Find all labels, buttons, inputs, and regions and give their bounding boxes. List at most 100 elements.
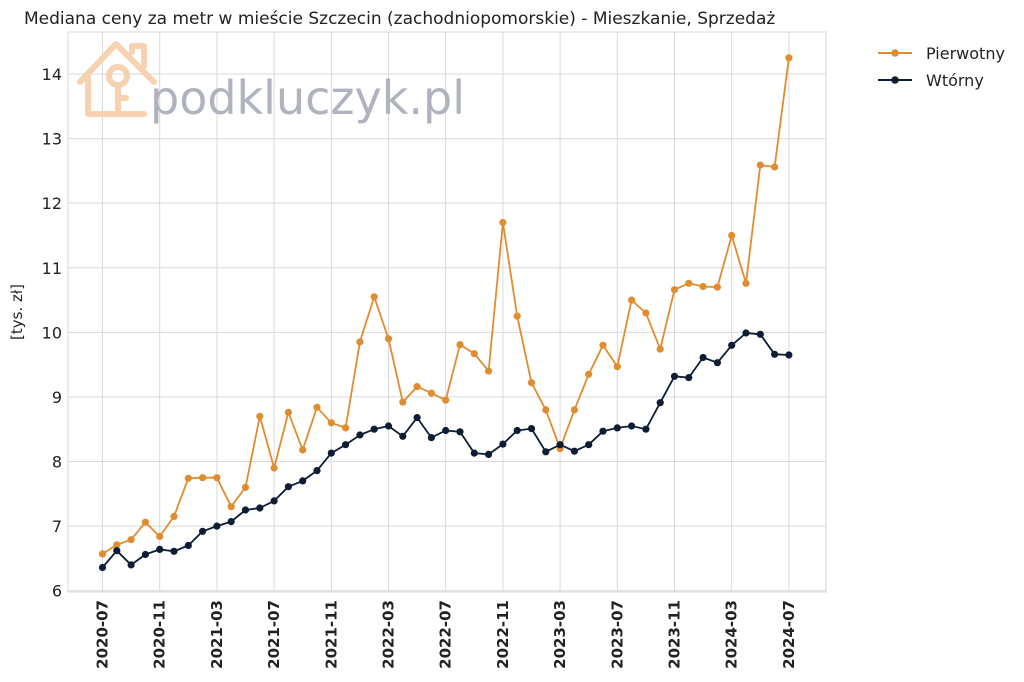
data-point — [756, 161, 764, 169]
x-tick-label: 2022-03 — [380, 600, 398, 669]
data-point — [156, 532, 164, 541]
data-point — [628, 296, 636, 304]
data-point — [356, 338, 364, 346]
data-point — [113, 547, 121, 555]
data-point — [256, 504, 264, 512]
series-wtorny — [98, 329, 793, 572]
data-point — [327, 449, 335, 457]
data-point — [270, 497, 278, 505]
data-point — [785, 54, 793, 62]
data-point — [728, 231, 736, 240]
data-point — [656, 345, 664, 353]
data-point — [98, 563, 107, 572]
data-point — [699, 282, 707, 291]
data-point — [184, 541, 192, 550]
data-point — [570, 447, 579, 455]
x-tick-label: 2023-11 — [666, 600, 684, 669]
series-pierwotny — [98, 54, 793, 558]
data-point — [599, 427, 607, 435]
data-point — [685, 374, 693, 382]
data-point — [670, 286, 679, 294]
data-point — [342, 424, 350, 432]
data-point — [356, 431, 364, 439]
data-point — [742, 329, 750, 337]
data-point — [656, 399, 664, 407]
data-point — [241, 506, 250, 514]
data-point — [141, 518, 149, 526]
data-point — [456, 341, 464, 349]
x-tick-label: 2024-03 — [723, 600, 741, 669]
data-point — [256, 412, 264, 420]
data-point — [456, 428, 464, 436]
house-key-icon — [77, 41, 157, 117]
data-point — [485, 450, 493, 458]
data-point — [570, 406, 579, 414]
data-point — [527, 425, 536, 433]
legend: Pierwotny Wtórny — [878, 44, 1005, 90]
data-point — [728, 341, 736, 349]
data-point — [170, 512, 178, 521]
data-point — [742, 279, 750, 287]
legend-label: Wtórny — [926, 71, 984, 90]
data-point — [613, 363, 621, 371]
data-point — [370, 425, 378, 433]
data-point — [542, 448, 550, 456]
data-point — [170, 547, 178, 555]
data-point — [299, 477, 307, 485]
data-point — [284, 408, 292, 416]
data-point — [556, 441, 564, 449]
y-tick-label: 8 — [52, 453, 62, 472]
data-point — [127, 536, 135, 544]
y-tick-label: 12 — [42, 194, 62, 213]
plot-area — [67, 31, 827, 593]
legend-item: Pierwotny — [878, 44, 1005, 63]
data-point — [241, 483, 250, 491]
data-point — [413, 383, 421, 391]
x-tick-label: 2022-07 — [437, 600, 455, 669]
data-point — [199, 527, 207, 535]
data-point — [384, 422, 393, 430]
data-point — [156, 545, 164, 554]
data-point — [270, 464, 278, 472]
data-point — [785, 351, 793, 359]
data-point — [756, 330, 764, 338]
data-point — [342, 441, 350, 449]
x-axis: 2020-07 2020-11 2021-03 2021-07 2021-11 2022-… — [94, 600, 798, 669]
x-tick-label: 2023-07 — [608, 600, 626, 669]
data-point — [470, 449, 478, 457]
data-point — [127, 561, 135, 569]
data-point — [771, 163, 779, 171]
data-point — [470, 350, 478, 358]
x-tick-label: 2022-11 — [494, 600, 512, 669]
x-tick-label: 2021-11 — [322, 600, 340, 669]
data-point — [227, 518, 235, 526]
data-point — [485, 367, 493, 375]
y-axis-label: [tys. zł] — [8, 284, 26, 340]
legend-marker — [891, 49, 899, 57]
data-point — [771, 350, 779, 358]
watermark: podkluczyk.pl — [77, 41, 465, 125]
data-point — [642, 425, 650, 433]
data-point — [313, 467, 321, 475]
y-tick-label: 10 — [42, 323, 62, 342]
data-point — [699, 353, 707, 362]
data-point — [513, 312, 521, 320]
data-point — [213, 522, 221, 530]
data-point — [628, 422, 636, 430]
data-point — [499, 440, 507, 448]
x-tick-label: 2021-07 — [265, 600, 283, 669]
data-point — [713, 283, 722, 291]
y-tick-label: 7 — [52, 517, 62, 536]
y-tick-label: 9 — [52, 388, 62, 407]
x-tick-label: 2020-07 — [94, 600, 112, 669]
data-point — [327, 419, 335, 427]
data-point — [499, 218, 507, 227]
legend-marker — [891, 76, 899, 84]
data-point — [313, 403, 321, 411]
data-point — [585, 370, 593, 378]
data-point — [227, 503, 235, 511]
legend-item: Wtórny — [878, 71, 984, 90]
x-tick-label: 2023-03 — [551, 600, 569, 669]
data-point — [542, 406, 550, 414]
